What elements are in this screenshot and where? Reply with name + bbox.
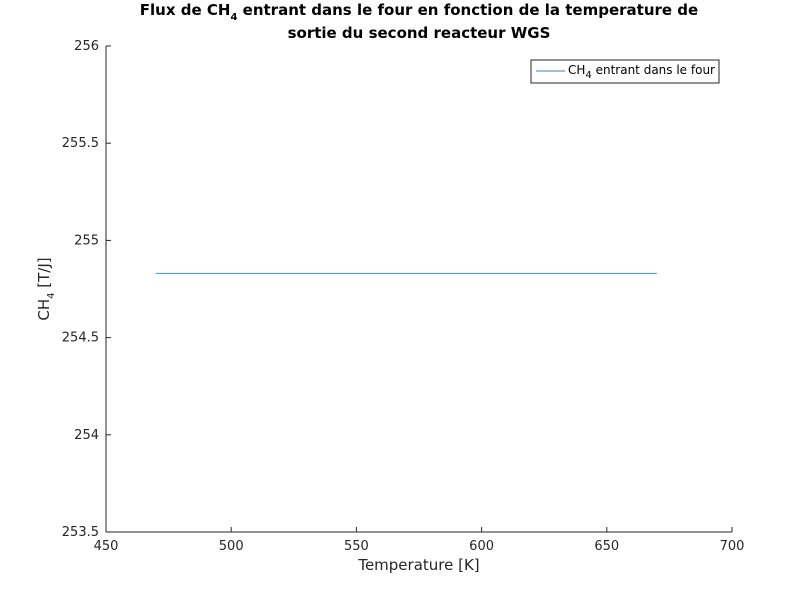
y-tick-label: 255: [74, 233, 99, 248]
x-tick-label: 450: [94, 539, 119, 554]
y-axis-title-prefix: CH: [35, 299, 53, 321]
y-axis-title-sub: 4: [46, 292, 57, 298]
x-tick-label: 600: [469, 539, 494, 554]
x-ticks: 450 500 550 600 650 700: [94, 527, 745, 554]
legend-box: [530, 59, 720, 84]
chart-title-line1: Flux de CH4 entrant dans le four en fonc…: [140, 1, 698, 23]
x-tick-label: 650: [594, 539, 619, 554]
chart-title-sub: 4: [230, 12, 237, 23]
y-tick-label: 254.5: [62, 331, 99, 346]
y-axis-title: CH4 [T/J]: [35, 257, 57, 320]
legend-label-sub: 4: [585, 70, 591, 81]
y-tick-label: 253.5: [62, 525, 99, 540]
y-tick-label: 256: [74, 39, 99, 54]
chart-title-suffix: entrant dans le four en fonction de la t…: [237, 1, 698, 19]
y-tick-label: 255.5: [62, 136, 99, 151]
legend-label-prefix: CH: [568, 63, 585, 77]
x-axis-title: Temperature [K]: [357, 556, 479, 574]
chart-title-line2: sortie du second reacteur WGS: [288, 24, 551, 42]
y-axis-title-suffix: [T/J]: [35, 257, 53, 292]
x-tick-label: 500: [219, 539, 244, 554]
x-tick-label: 550: [344, 539, 369, 554]
y-ticks: 253.5 254 254.5 255 255.5 256: [62, 39, 111, 540]
legend-label-suffix: entrant dans le four: [592, 63, 715, 77]
y-tick-label: 254: [74, 428, 99, 443]
x-tick-label: 700: [720, 539, 745, 554]
legend: CH4 entrant dans le four: [530, 59, 720, 84]
chart-title-prefix: Flux de CH: [140, 1, 231, 19]
legend-label: CH4 entrant dans le four: [568, 63, 715, 81]
